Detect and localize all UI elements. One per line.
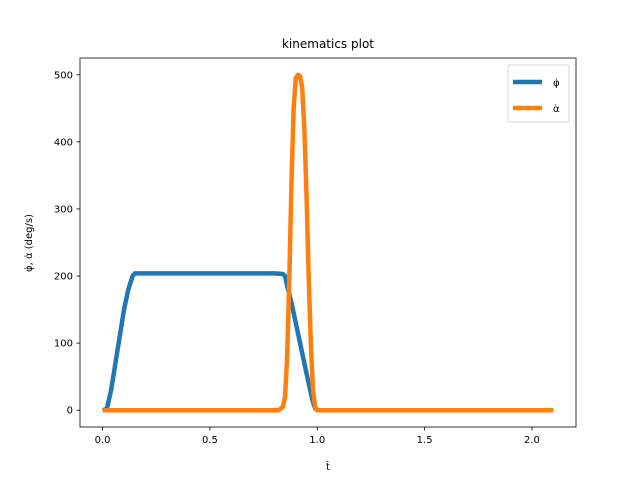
y-axis: 0 100 200 300 400 500 (54, 70, 80, 417)
y-axis-label: φ̇, α̇ (deg/s) (23, 214, 35, 272)
x-tick-label: 0.5 (202, 435, 218, 446)
legend-frame (507, 64, 570, 123)
x-tick-label: 1.0 (309, 435, 325, 446)
y-tick-label: 400 (54, 137, 73, 148)
y-tick-label: 500 (54, 70, 73, 81)
x-tick-label: 0.0 (95, 435, 111, 446)
series-line-0 (101, 271, 554, 413)
x-tick-label: 1.5 (417, 435, 433, 446)
legend-label-1: α̇ (553, 103, 560, 115)
legend-label-0: φ̇ (553, 77, 560, 89)
y-tick-label: 100 (54, 339, 73, 350)
y-tick-label: 300 (54, 204, 73, 215)
y-tick-label: 0 (67, 406, 73, 417)
axes-frame (79, 57, 577, 428)
x-tick-label: 2.0 (524, 435, 540, 446)
legend: φ̇ α̇ (507, 64, 570, 123)
y-tick-label: 200 (54, 272, 73, 283)
x-axis: 0.0 0.5 1.0 1.5 2.0 (95, 427, 540, 446)
plot-area (79, 57, 577, 428)
chart-title: kinematics plot (282, 37, 374, 51)
series-line-1 (102, 72, 554, 413)
x-axis-label: t̂ (326, 460, 330, 473)
